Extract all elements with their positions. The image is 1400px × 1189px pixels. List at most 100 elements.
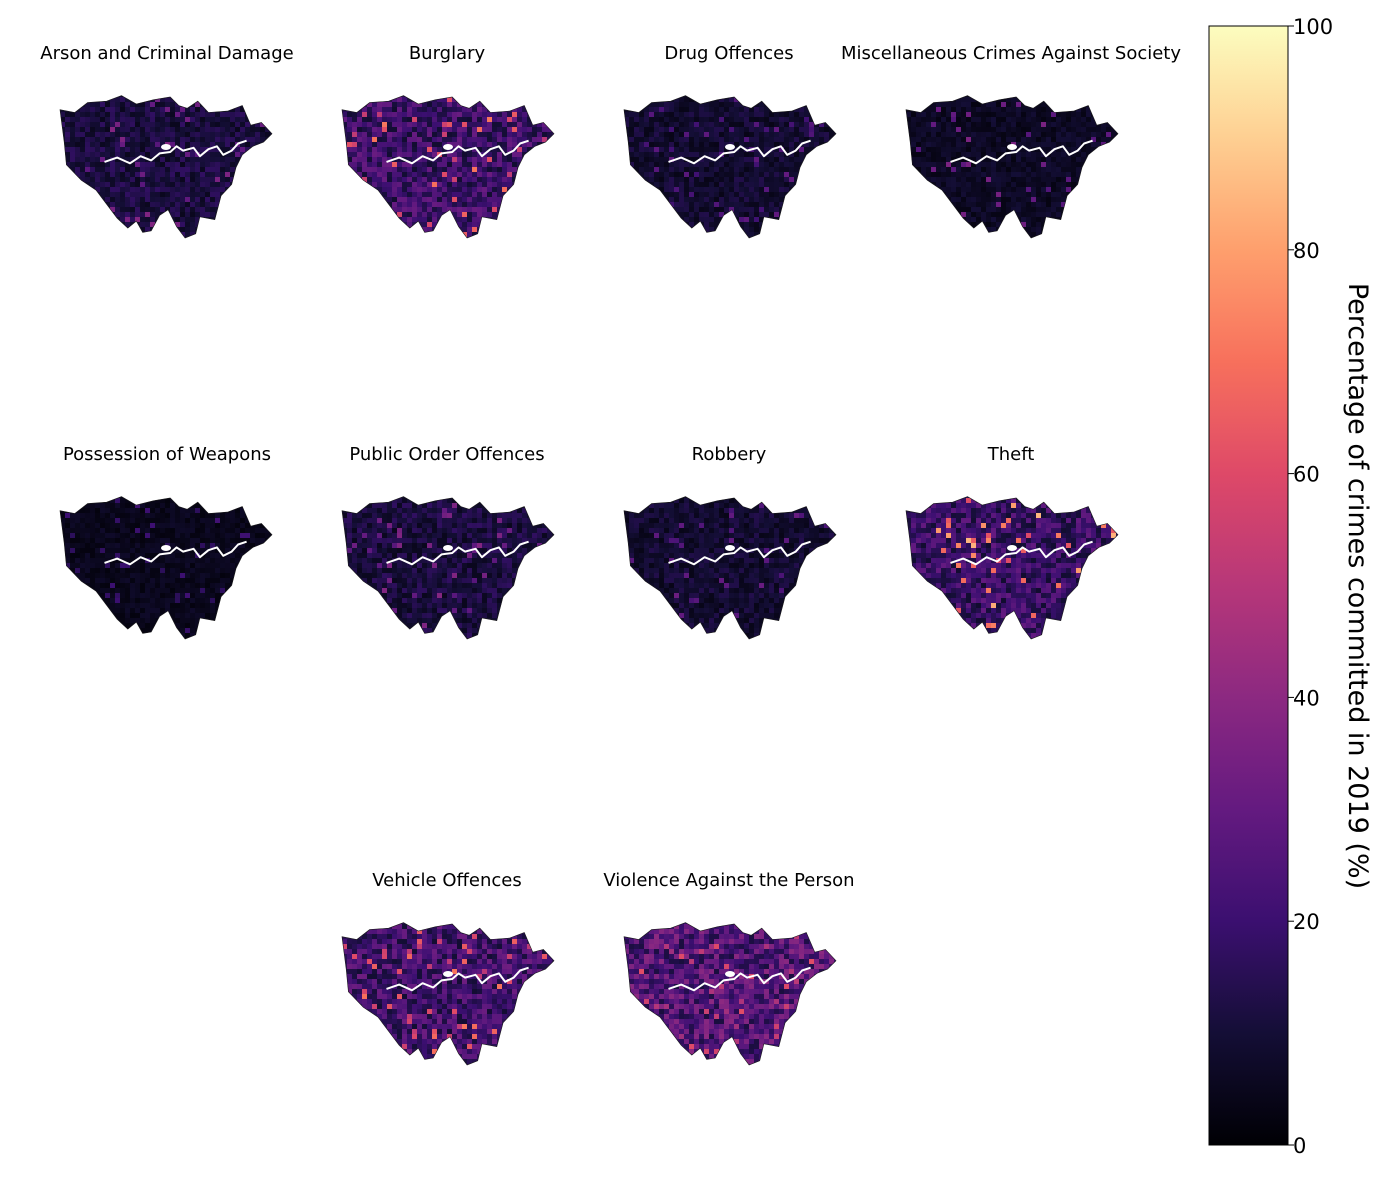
area-cell bbox=[744, 518, 749, 523]
area-cell bbox=[684, 127, 689, 132]
area-cell bbox=[135, 503, 140, 508]
area-cell bbox=[744, 513, 749, 518]
area-cell bbox=[1041, 172, 1046, 177]
area-cell bbox=[507, 573, 512, 578]
area-cell bbox=[467, 207, 472, 212]
area-cell bbox=[180, 202, 185, 207]
area-cell bbox=[90, 117, 95, 122]
area-cell bbox=[95, 548, 100, 553]
area-cell bbox=[1061, 197, 1066, 202]
area-cell bbox=[362, 518, 367, 523]
area-cell bbox=[160, 192, 165, 197]
area-cell bbox=[135, 152, 140, 157]
area-cell bbox=[971, 202, 976, 207]
area-cell bbox=[507, 553, 512, 558]
area-cell bbox=[185, 528, 190, 533]
area-cell bbox=[512, 568, 517, 573]
area-cell bbox=[799, 548, 804, 553]
area-cell bbox=[674, 162, 679, 167]
area-cell bbox=[402, 212, 407, 217]
area-cell bbox=[936, 142, 941, 147]
area-cell bbox=[961, 152, 966, 157]
area-cell bbox=[145, 508, 150, 513]
area-cell bbox=[437, 603, 442, 608]
area-cell bbox=[729, 523, 734, 528]
area-cell bbox=[210, 553, 215, 558]
area-cell bbox=[135, 187, 140, 192]
area-cell bbox=[976, 217, 981, 222]
area-cell bbox=[644, 157, 649, 162]
area-cell bbox=[502, 538, 507, 543]
area-cell bbox=[397, 142, 402, 147]
area-cell bbox=[724, 187, 729, 192]
area-cell bbox=[427, 197, 432, 202]
area-cell bbox=[205, 167, 210, 172]
area-cell bbox=[145, 538, 150, 543]
area-cell bbox=[200, 543, 205, 548]
area-cell bbox=[759, 112, 764, 117]
area-cell bbox=[981, 102, 986, 107]
area-cell bbox=[442, 588, 447, 593]
area-cell bbox=[225, 117, 230, 122]
area-cell bbox=[417, 538, 422, 543]
area-cell bbox=[215, 202, 220, 207]
area-cell bbox=[427, 568, 432, 573]
area-cell bbox=[427, 227, 432, 232]
area-cell bbox=[125, 192, 130, 197]
area-cell bbox=[422, 187, 427, 192]
area-cell bbox=[664, 508, 669, 513]
area-cell bbox=[432, 112, 437, 117]
area-cell bbox=[634, 117, 639, 122]
area-cell bbox=[804, 523, 809, 528]
area-cell bbox=[140, 583, 145, 588]
area-cell bbox=[120, 543, 125, 548]
area-cell bbox=[532, 137, 537, 142]
area-cell bbox=[719, 162, 724, 167]
area-cell bbox=[981, 192, 986, 197]
area-cell bbox=[492, 137, 497, 142]
area-cell bbox=[1031, 112, 1036, 117]
area-cell bbox=[951, 112, 956, 117]
area-cell bbox=[714, 147, 719, 152]
area-cell bbox=[981, 112, 986, 117]
area-cell bbox=[90, 157, 95, 162]
area-cell bbox=[482, 598, 487, 603]
area-cell bbox=[407, 603, 412, 608]
area-cell bbox=[452, 508, 457, 513]
area-cell bbox=[125, 127, 130, 132]
area-cell bbox=[769, 538, 774, 543]
area-cell bbox=[447, 122, 452, 127]
area-cell bbox=[170, 167, 175, 172]
area-cell bbox=[432, 117, 437, 122]
area-cell bbox=[951, 152, 956, 157]
area-cell bbox=[1076, 137, 1081, 142]
area-cell bbox=[1046, 157, 1051, 162]
area-cell bbox=[235, 538, 240, 543]
area-cell bbox=[90, 102, 95, 107]
area-cell bbox=[80, 578, 85, 583]
area-cell bbox=[986, 162, 991, 167]
area-cell bbox=[1096, 127, 1101, 132]
area-cell bbox=[634, 122, 639, 127]
map-panel: Possession of Weapons bbox=[59, 444, 273, 640]
area-cell bbox=[502, 573, 507, 578]
area-cell bbox=[684, 503, 689, 508]
area-cell bbox=[794, 112, 799, 117]
area-cell bbox=[961, 162, 966, 167]
area-cell bbox=[120, 523, 125, 528]
area-cell bbox=[946, 107, 951, 112]
area-cell bbox=[774, 538, 779, 543]
area-cell bbox=[482, 177, 487, 182]
area-cell bbox=[644, 518, 649, 523]
area-cell bbox=[517, 528, 522, 533]
area-cell bbox=[145, 583, 150, 588]
area-cell bbox=[794, 142, 799, 147]
area-cell bbox=[260, 533, 265, 538]
area-cell bbox=[195, 558, 200, 563]
area-cell bbox=[422, 578, 427, 583]
area-cell bbox=[225, 152, 230, 157]
area-cell bbox=[729, 528, 734, 533]
area-cell bbox=[956, 197, 961, 202]
area-cell bbox=[482, 508, 487, 513]
area-cell bbox=[70, 558, 75, 563]
